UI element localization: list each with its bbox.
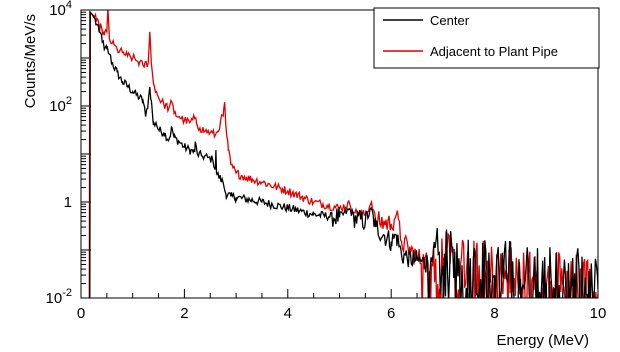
series-line-center (89, 10, 598, 298)
tick-labels: 0 2 4 6 8 10 10-2 1 102 104 (46, 0, 607, 322)
x-tick-label: 0 (77, 305, 85, 322)
y-tick-label: 10-2 (46, 287, 72, 307)
data-series (88, 10, 598, 298)
y-tick-label: 102 (49, 95, 72, 115)
x-tick-label: 6 (387, 305, 395, 322)
legend-label-center: Center (430, 13, 470, 28)
y-tick-label: 104 (49, 0, 72, 19)
y-axis-title: Counts/MeV/s (22, 14, 39, 108)
legend-box (373, 7, 600, 69)
axis-ticks (80, 9, 599, 299)
legend: Center Adjacent to Plant Pipe (373, 7, 600, 69)
y-tick-label: 1 (64, 194, 72, 211)
x-tick-label: 4 (284, 305, 292, 322)
x-tick-label: 10 (590, 305, 607, 322)
x-axis-title: Energy (MeV) (496, 332, 589, 349)
legend-label-adjacent: Adjacent to Plant Pipe (430, 44, 558, 59)
plot-frame (80, 9, 599, 299)
x-tick-label: 8 (490, 305, 498, 322)
x-tick-label: 2 (180, 305, 188, 322)
